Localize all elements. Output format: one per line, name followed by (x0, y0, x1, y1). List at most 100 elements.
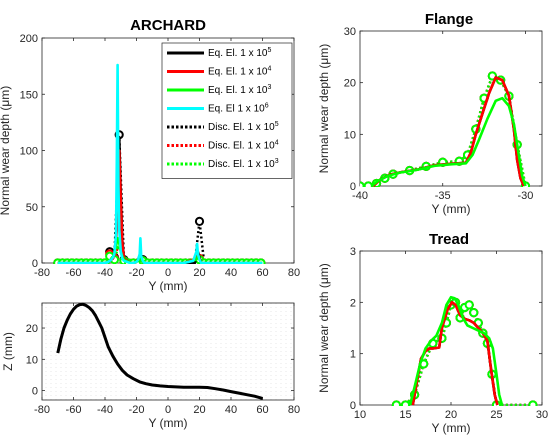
legend-entry-exponent: 5 (275, 121, 279, 128)
archard-ytick-label: 100 (20, 146, 38, 158)
profile-ytick-label: 10 (26, 354, 38, 366)
profile-xtick-label: 80 (288, 404, 300, 416)
archard-xtick-label: -60 (66, 267, 82, 279)
archard-title: ARCHARD (130, 17, 206, 34)
tread-series-5-point (464, 300, 474, 310)
archard-series-4-point (194, 216, 205, 226)
legend-entry-label: Eq. El. 1 x 103 (208, 84, 271, 96)
legend-entry-text: Disc. El. 1 x 10 (208, 122, 275, 133)
tread-series-5-point (469, 308, 479, 318)
legend-entry-text: Eq. El. 1 x 10 (208, 48, 268, 59)
archard-ytick-label: 200 (20, 33, 38, 45)
flange-xtick-label: -35 (435, 190, 451, 202)
profile-ytick-label: 0 (32, 386, 38, 398)
flange-axes-box (359, 30, 543, 187)
legend-entry-label: Eq. El. 1 x 105 (208, 47, 271, 59)
legend-entry-text: Eq. El. 1 x 10 (208, 85, 268, 96)
legend-entry-exponent: 5 (267, 47, 271, 54)
tread-plot: 10 15 20 25 30 0 1 2 3 Y (mm) Normal wear depth (μ… (317, 246, 548, 435)
tread-series-5-point (528, 400, 538, 406)
legend-entry-exponent: 4 (275, 140, 279, 147)
legend-entry-label: Disc. El. 1 x 103 (208, 158, 279, 170)
archard-xtick-label: -80 (34, 267, 50, 279)
profile-xtick-label: 20 (193, 404, 205, 416)
legend-entry-label: Disc. El. 1 x 104 (208, 140, 279, 152)
legend-entry-exponent: 4 (267, 66, 271, 73)
profile-ytick-label: 20 (26, 323, 38, 335)
flange-title: Flange (425, 11, 473, 28)
legend-entry-text: Disc. El. 1 x 10 (208, 141, 275, 152)
profile-xtick-label: -20 (129, 404, 145, 416)
archard-xlabel: Y (mm) (148, 279, 187, 293)
legend-entry-text: Eq. El 1 x 10 (208, 104, 265, 115)
tread-series-1-line (411, 300, 499, 406)
archard-xtick-label: -20 (129, 267, 145, 279)
legend-entry-label: Disc. El. 1 x 105 (208, 121, 279, 133)
tread-axes-box (359, 250, 543, 406)
flange-ytick-label: 10 (344, 129, 356, 141)
tread-xtick-label: 10 (354, 409, 366, 421)
flange-plot: -40 -35 -30 0 10 20 30 Y (mm) Normal wear depth … (317, 26, 543, 216)
flange-series-5-line (360, 74, 527, 187)
flange-series-0-line (372, 76, 525, 187)
tread-title: Tread (429, 231, 469, 248)
legend-entry-text: Disc. El. 1 x 10 (208, 159, 275, 170)
tread-xtick-label: 30 (536, 409, 548, 421)
profile-xtick-label: -40 (97, 404, 113, 416)
profile-xtick-label: 60 (256, 404, 268, 416)
archard-plot: -80 -60 -40 -20 0 20 40 60 80 0 50 100 150 200 Y (mm) N… (0, 33, 300, 293)
flange-series-3-line (360, 74, 527, 187)
tread-ytick-label: 1 (350, 349, 356, 361)
profile-series-0-line (56, 302, 263, 400)
archard-series-3-line (57, 63, 263, 264)
legend-entry-text: Eq. El. 1 x 10 (208, 67, 268, 78)
archard-ytick-label: 50 (26, 202, 38, 214)
flange-series-5-point (363, 181, 373, 187)
profile-ylabel: Z (mm) (1, 332, 15, 371)
flange-series-5-point (360, 181, 365, 187)
flange-series-4-line (360, 74, 527, 187)
archard-xtick-label: 40 (225, 267, 237, 279)
flange-ytick-label: 30 (344, 26, 356, 38)
profile-xtick-label: 40 (225, 404, 237, 416)
tread-ylabel: Normal wear depth (μm) (317, 263, 331, 393)
legend-entry-label: Eq. El. 1 x 104 (208, 66, 271, 78)
tread-xtick-label: 25 (490, 409, 502, 421)
flange-xtick-label: -40 (352, 190, 368, 202)
flange-xlabel: Y (mm) (431, 202, 470, 216)
profile-xtick-label: 0 (165, 404, 171, 416)
profile-plot: -80 -60 -40 -20 0 20 40 60 80 0 10 20 Y (mm) Z (mm) (1, 302, 300, 430)
flange-ytick-label: 20 (344, 78, 356, 90)
tread-series-5-point (391, 400, 401, 406)
profile-grid (45, 303, 292, 400)
flange-ylabel: Normal wear depth (μm) (317, 44, 331, 174)
legend-box (161, 42, 293, 179)
flange-series-1-line (372, 76, 525, 187)
flange-xtick-label: -30 (518, 190, 534, 202)
tread-series-2-line (408, 295, 504, 406)
legend-entry-exponent: 3 (267, 84, 271, 91)
flange-ytick-label: 0 (350, 181, 356, 193)
tread-xtick-label: 15 (399, 409, 411, 421)
tread-series-5-point (400, 400, 411, 406)
profile-xtick-label: -80 (34, 404, 50, 416)
legend-entry-label: Eq. El 1 x 106 (208, 103, 269, 115)
tread-ytick-label: 0 (350, 400, 356, 412)
archard-xtick-label: 60 (256, 267, 268, 279)
archard-xtick-label: 20 (193, 267, 205, 279)
archard-ytick-label: 0 (32, 258, 38, 270)
tread-xtick-label: 20 (445, 409, 457, 421)
legend-entry-exponent: 6 (265, 103, 269, 110)
profile-xtick-label: -60 (66, 404, 82, 416)
archard-ytick-label: 150 (20, 89, 38, 101)
archard-xtick-label: 80 (288, 267, 300, 279)
legend-entry-exponent: 3 (275, 158, 279, 165)
archard-xtick-label: -40 (97, 267, 113, 279)
profile-xlabel: Y (mm) (148, 416, 187, 430)
tread-xlabel: Y (mm) (431, 421, 470, 435)
archard-xtick-label: 0 (165, 267, 171, 279)
tread-ytick-label: 2 (350, 297, 356, 309)
flange-series-5-point (487, 71, 497, 81)
